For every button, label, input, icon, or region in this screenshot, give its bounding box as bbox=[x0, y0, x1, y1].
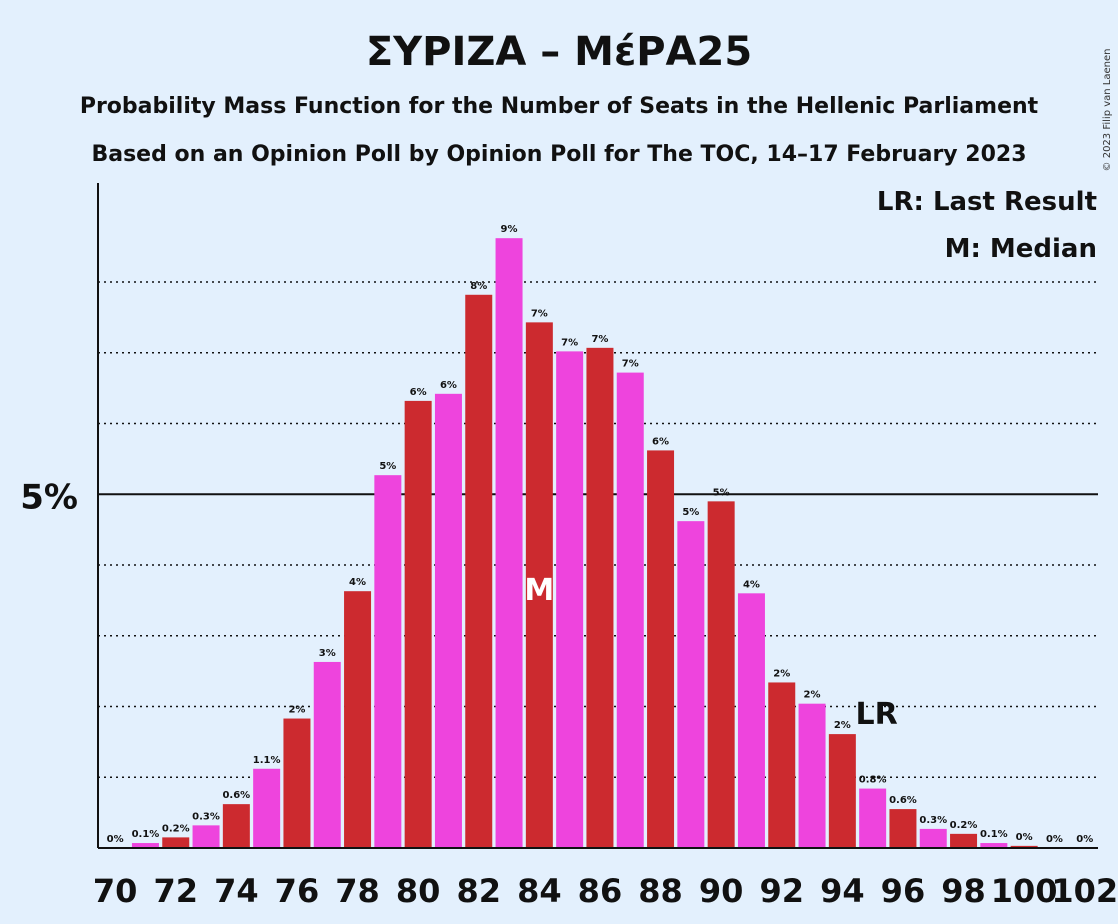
bar-seat-76 bbox=[283, 718, 311, 848]
x-tick-102: 102 bbox=[1051, 872, 1118, 910]
bar-label-seat-86: 7% bbox=[591, 334, 608, 345]
bar-label-seat-99: 0.1% bbox=[980, 829, 1008, 840]
x-tick-72: 72 bbox=[153, 872, 198, 910]
bar-seat-100 bbox=[1010, 845, 1038, 848]
x-tick-90: 90 bbox=[699, 872, 744, 910]
chart-title: ΣΥΡΙΖΑ – ΜέΡΑ25 bbox=[366, 29, 752, 75]
bar-seat-93 bbox=[798, 703, 826, 848]
bar-seat-92 bbox=[768, 682, 796, 848]
bar-label-seat-70: 0% bbox=[107, 834, 124, 845]
bar-seat-87 bbox=[616, 372, 644, 848]
legend-last-result: LR: Last Result bbox=[877, 187, 1097, 217]
x-tick-100: 100 bbox=[991, 872, 1058, 910]
bar-seat-74 bbox=[222, 804, 250, 848]
bar-seat-91 bbox=[737, 593, 765, 848]
last-result-marker: LR bbox=[856, 697, 898, 732]
bar-seat-96 bbox=[889, 809, 917, 848]
bar-seat-84 bbox=[525, 322, 553, 848]
bar-label-seat-85: 7% bbox=[561, 337, 578, 348]
bar-label-seat-97: 0.3% bbox=[919, 815, 947, 826]
bar-label-seat-93: 2% bbox=[804, 690, 821, 701]
bar-seat-80 bbox=[404, 400, 432, 848]
bar-label-seat-84: 7% bbox=[531, 308, 548, 319]
bar-label-seat-80: 6% bbox=[410, 387, 427, 398]
bar-label-seat-81: 6% bbox=[440, 380, 457, 391]
x-tick-70: 70 bbox=[93, 872, 138, 910]
bar-labels-group: 0% 0.1%0.2%0.3%0.6%1.1%2%3%4%5%6%6%8%9%7%… bbox=[107, 224, 1094, 845]
bar-seat-78 bbox=[344, 591, 372, 848]
markers-group: M LR bbox=[524, 573, 897, 732]
bar-seat-94 bbox=[828, 734, 856, 848]
bar-label-seat-91: 4% bbox=[743, 579, 760, 590]
bar-label-seat-88: 6% bbox=[652, 436, 669, 447]
bar-seat-83 bbox=[495, 238, 523, 848]
x-tick-76: 76 bbox=[275, 872, 320, 910]
bar-label-seat-89: 5% bbox=[682, 507, 699, 518]
x-tick-80: 80 bbox=[396, 872, 441, 910]
bar-seat-73 bbox=[192, 825, 220, 848]
x-tick-86: 86 bbox=[578, 872, 623, 910]
bar-label-seat-90: 5% bbox=[713, 487, 730, 498]
bar-label-seat-94: 2% bbox=[834, 720, 851, 731]
bar-seat-90 bbox=[707, 501, 735, 848]
bar-seat-86 bbox=[586, 347, 614, 848]
x-tick-96: 96 bbox=[881, 872, 926, 910]
bar-label-seat-79: 5% bbox=[379, 461, 396, 472]
bar-label-seat-92: 2% bbox=[773, 668, 790, 679]
bars-group bbox=[131, 238, 1038, 848]
x-tick-98: 98 bbox=[941, 872, 986, 910]
bar-label-seat-101: 0% bbox=[1046, 834, 1063, 845]
chart-subtitle: Probability Mass Function for the Number… bbox=[80, 94, 1039, 119]
bar-seat-99 bbox=[980, 843, 1008, 848]
bar-label-seat-77: 3% bbox=[319, 648, 336, 659]
bar-seat-72 bbox=[162, 837, 190, 848]
bar-label-seat-74: 0.6% bbox=[222, 790, 250, 801]
bar-label-seat-72: 0.2% bbox=[162, 823, 190, 834]
bar-label-seat-95: 0.8% bbox=[859, 775, 887, 786]
bar-seat-82 bbox=[465, 294, 493, 848]
bar-label-seat-98: 0.2% bbox=[950, 820, 978, 831]
bar-seat-98 bbox=[950, 833, 978, 848]
x-tick-78: 78 bbox=[335, 872, 380, 910]
bar-label-seat-78: 4% bbox=[349, 577, 366, 588]
bar-seat-75 bbox=[253, 768, 281, 848]
bar-seat-71 bbox=[131, 843, 159, 848]
bar-label-seat-102: 0% bbox=[1076, 834, 1093, 845]
x-tick-82: 82 bbox=[456, 872, 501, 910]
bar-label-seat-83: 9% bbox=[501, 224, 518, 235]
chart-subtitle-source: Based on an Opinion Poll by Opinion Poll… bbox=[91, 142, 1026, 167]
bar-seat-81 bbox=[434, 393, 462, 848]
bar-label-seat-71: 0.1% bbox=[132, 829, 160, 840]
bar-seat-85 bbox=[556, 351, 584, 848]
x-tick-92: 92 bbox=[759, 872, 804, 910]
bar-seat-95 bbox=[859, 788, 887, 848]
x-tick-84: 84 bbox=[517, 872, 562, 910]
y-tick-label: 5% bbox=[20, 477, 78, 517]
bar-label-seat-96: 0.6% bbox=[889, 795, 917, 806]
bar-label-seat-87: 7% bbox=[622, 359, 639, 370]
bar-seat-89 bbox=[677, 521, 705, 848]
bar-seat-79 bbox=[374, 475, 402, 848]
x-tick-88: 88 bbox=[638, 872, 683, 910]
bar-label-seat-73: 0.3% bbox=[192, 811, 220, 822]
bar-seat-77 bbox=[313, 661, 341, 848]
bar-seat-97 bbox=[919, 828, 947, 848]
legend-median: M: Median bbox=[945, 234, 1097, 264]
bar-seat-88 bbox=[647, 450, 675, 848]
median-marker: M bbox=[524, 573, 554, 608]
x-tick-94: 94 bbox=[820, 872, 865, 910]
x-tick-74: 74 bbox=[214, 872, 259, 910]
bar-label-seat-82: 8% bbox=[470, 281, 487, 292]
bar-label-seat-75: 1.1% bbox=[253, 755, 281, 766]
copyright-credit: © 2023 Filip van Laenen bbox=[1102, 49, 1113, 172]
bar-label-seat-100: 0% bbox=[1016, 832, 1033, 843]
bar-label-seat-76: 2% bbox=[288, 705, 305, 716]
